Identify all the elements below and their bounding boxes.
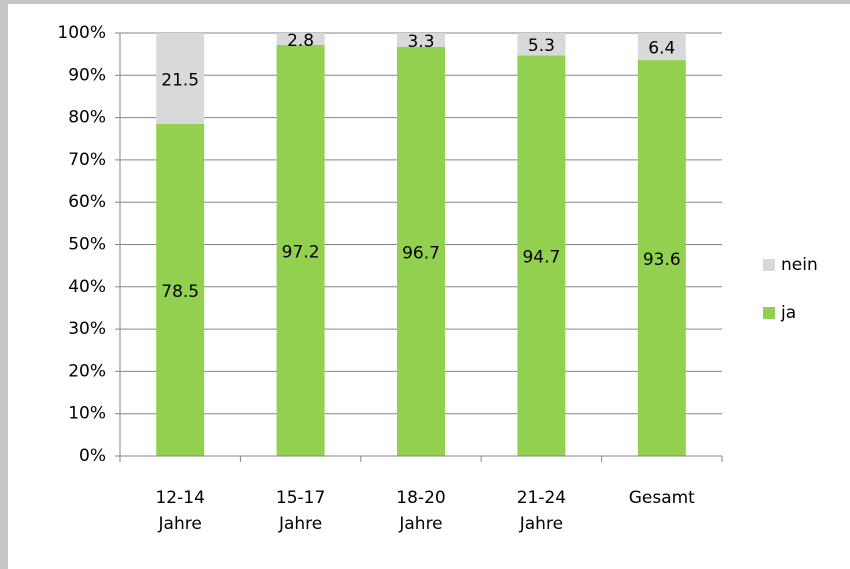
legend-label: nein bbox=[781, 255, 818, 275]
data-label: 93.6 bbox=[643, 250, 681, 270]
y-tick-label: 70% bbox=[68, 150, 106, 170]
legend-label: ja bbox=[780, 303, 796, 323]
y-tick-label: 20% bbox=[68, 361, 106, 381]
bar-segment bbox=[156, 123, 205, 456]
x-tick-label: 21-24 bbox=[517, 488, 566, 508]
chart: 0% 10% 20% 30% 40% 50% 60% 70% 80% 90% 100% 12-14 Ja… bbox=[8, 4, 850, 569]
x-tick-label: Jahre bbox=[278, 514, 322, 534]
bar-segment bbox=[637, 33, 686, 61]
data-label: 5.3 bbox=[528, 36, 555, 56]
x-tick-label: Jahre bbox=[158, 514, 202, 534]
data-label: 96.7 bbox=[402, 243, 440, 263]
data-label: 21.5 bbox=[161, 70, 199, 90]
y-tick-label: 60% bbox=[68, 192, 106, 212]
y-tick-label: 50% bbox=[68, 235, 106, 255]
legend-swatch bbox=[763, 307, 775, 319]
y-tick-label: 80% bbox=[68, 108, 106, 128]
bar-segment bbox=[397, 46, 445, 457]
y-tick-label: 0% bbox=[79, 446, 106, 466]
y-tick-label: 90% bbox=[68, 65, 106, 85]
legend-swatch bbox=[763, 259, 775, 271]
bar-segment bbox=[517, 55, 566, 456]
x-tick-label: Gesamt bbox=[629, 488, 695, 508]
y-tick-label: 100% bbox=[57, 23, 106, 43]
x-tick-label: 18-20 bbox=[396, 488, 445, 508]
data-label: 6.4 bbox=[648, 39, 675, 59]
data-label: 78.5 bbox=[161, 282, 199, 302]
data-label: 2.8 bbox=[287, 31, 314, 51]
bar-segment bbox=[637, 60, 686, 457]
x-tick-label: Jahre bbox=[398, 514, 442, 534]
x-tick-label: 15-17 bbox=[276, 488, 325, 508]
bar-segment bbox=[397, 33, 445, 47]
x-tick-label: Jahre bbox=[519, 514, 563, 534]
bar-segment bbox=[156, 33, 205, 124]
y-tick-label: 40% bbox=[68, 277, 106, 297]
bar-segment bbox=[517, 33, 566, 56]
bar-segment bbox=[276, 44, 325, 457]
data-label: 94.7 bbox=[522, 248, 560, 268]
bar-segment bbox=[276, 33, 325, 45]
y-tick-label: 30% bbox=[68, 319, 106, 339]
data-label: 97.2 bbox=[282, 242, 320, 262]
data-label: 3.3 bbox=[407, 32, 434, 52]
x-tick-label: 12-14 bbox=[155, 488, 204, 508]
y-tick-label: 10% bbox=[68, 404, 106, 424]
